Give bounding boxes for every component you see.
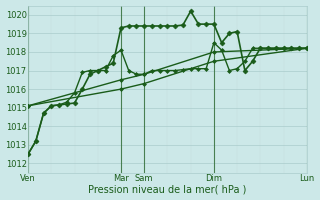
- X-axis label: Pression niveau de la mer( hPa ): Pression niveau de la mer( hPa ): [88, 184, 247, 194]
